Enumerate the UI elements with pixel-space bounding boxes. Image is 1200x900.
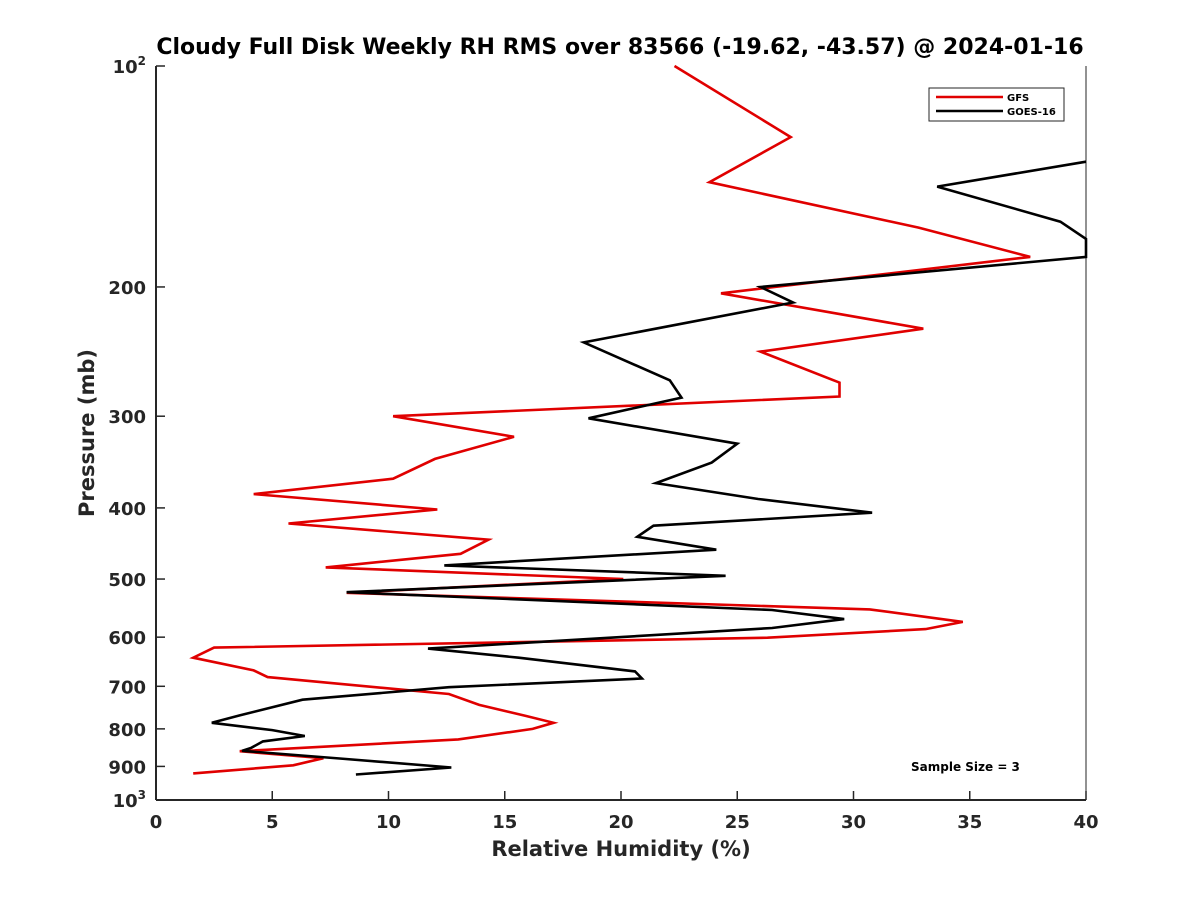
series-layer	[189, 64, 1088, 776]
x-axis-label: Relative Humidity (%)	[491, 837, 750, 861]
y-tick-label: 800	[108, 720, 146, 741]
x-tick-label: 20	[608, 812, 633, 833]
sample-size-annotation: Sample Size = 3	[911, 760, 1020, 774]
y-tick-label: 400	[108, 499, 146, 520]
legend: GFS GOES-16	[928, 87, 1065, 122]
x-tick-label: 10	[376, 812, 401, 833]
x-tick-label: 5	[266, 812, 279, 833]
y-tick-label: 103	[113, 788, 146, 812]
series-line-gfs	[189, 64, 1031, 775]
plot-area	[155, 66, 1087, 801]
y-axis-label: Pressure (mb)	[75, 349, 99, 517]
y-tick-label: 600	[108, 628, 146, 649]
x-tick-label: 15	[492, 812, 517, 833]
y-tick-label: 102	[113, 54, 146, 78]
legend-box	[928, 87, 1065, 122]
legend-label-gfs: GFS	[1007, 93, 1029, 104]
x-tick-label: 0	[150, 812, 163, 833]
x-tick-label: 25	[725, 812, 750, 833]
legend-label-goes16: GOES-16	[1007, 107, 1056, 118]
y-tick-label: 500	[108, 570, 146, 591]
y-ticks: 102 200 300 400 500 600 700 800 900 103	[108, 54, 165, 812]
y-tick-label: 200	[108, 278, 146, 299]
x-tick-label: 30	[841, 812, 866, 833]
y-tick-label: 300	[108, 407, 146, 428]
y-tick-label: 900	[108, 757, 146, 778]
x-ticks: 0 5 10 15 20 25 30 35 40	[150, 791, 1099, 833]
x-tick-label: 35	[957, 812, 982, 833]
y-tick-label: 700	[108, 677, 146, 698]
series-line-goes16	[211, 160, 1088, 776]
x-tick-label: 40	[1073, 812, 1098, 833]
chart-title: Cloudy Full Disk Weekly RH RMS over 8356…	[156, 35, 1083, 60]
